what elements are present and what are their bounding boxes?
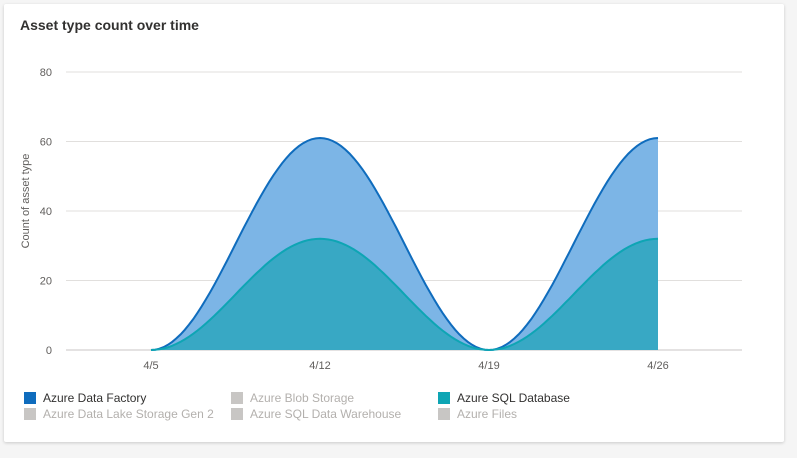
area-chart: 0 20 40 60 80 4/5 4/12 4/19 4/26 Count of asset…: [20, 67, 742, 372]
y-tick-label: 60: [40, 137, 52, 149]
chart-legend: Azure Data Factory Azure Data Lake Stora…: [24, 391, 764, 431]
y-tick-label: 0: [46, 345, 52, 357]
legend-label: Azure SQL Database: [457, 391, 570, 405]
y-tick-label: 40: [40, 206, 52, 218]
legend-label: Azure Blob Storage: [250, 391, 355, 405]
legend-swatch: [438, 408, 450, 420]
x-tick-label: 4/5: [143, 360, 158, 372]
y-tick-label: 20: [40, 276, 52, 288]
legend-label: Azure Files: [457, 407, 518, 421]
x-tick-label: 4/26: [647, 360, 668, 372]
legend-swatch: [231, 408, 243, 420]
x-tick-label: 4/19: [478, 360, 499, 372]
chart-card: Asset type count over time 0 20 40 60 80 4/5…: [4, 4, 784, 442]
x-tick-label: 4/12: [309, 360, 330, 372]
legend-swatch: [438, 392, 450, 404]
x-axis-ticks: 4/5 4/12 4/19 4/26: [143, 360, 668, 372]
series-areas: [150, 136, 659, 352]
legend-swatch: [24, 408, 36, 420]
chart-title: Asset type count over time: [20, 17, 199, 33]
y-tick-label: 80: [40, 67, 52, 79]
legend-label: Azure Data Lake Storage Gen 2: [43, 407, 214, 421]
line-azure-data-factory[interactable]: [150, 136, 659, 352]
legend-swatch: [24, 392, 36, 404]
legend-swatch: [231, 392, 243, 404]
line-azure-sql-database[interactable]: [150, 237, 659, 352]
y-axis-label: Count of asset type: [20, 154, 32, 249]
legend-label: Azure SQL Data Warehouse: [250, 407, 402, 421]
y-axis-ticks: 0 20 40 60 80: [40, 67, 52, 357]
legend-label: Azure Data Factory: [43, 391, 147, 405]
